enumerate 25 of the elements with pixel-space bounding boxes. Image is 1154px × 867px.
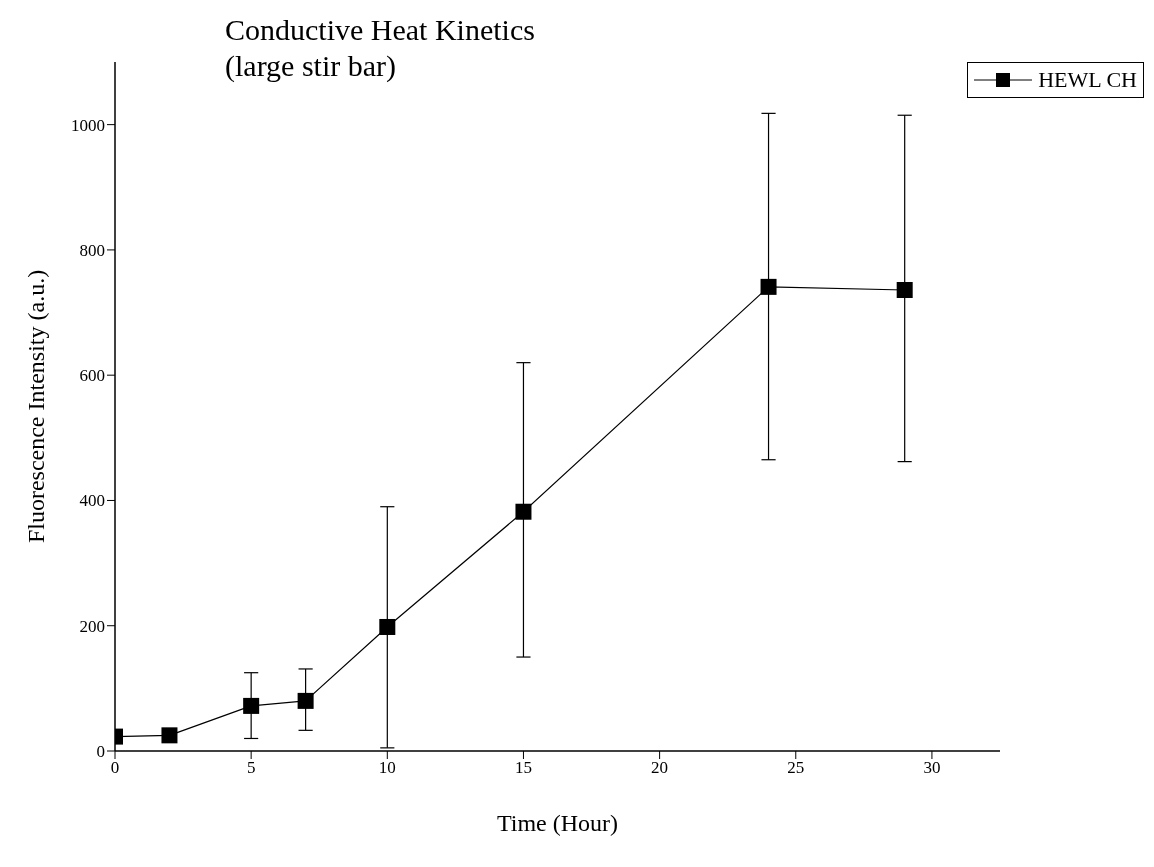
chart-subtitle: (large stir bar) (225, 48, 398, 84)
y-tick-label: 400 (79, 491, 105, 511)
y-axis-title: Fluorescence Intensity (a.u.) (22, 269, 49, 544)
point (760, 278, 777, 295)
chart-title: Conductive Heat Kinetics (225, 12, 535, 48)
point (896, 282, 913, 298)
legend-label: HEWL CH (1038, 67, 1137, 93)
x-tick-label: 20 (651, 758, 669, 778)
y-tick-label: 800 (79, 240, 105, 260)
point (243, 697, 260, 714)
x-tick-label: 10 (378, 758, 396, 778)
x-tick-label: 5 (246, 758, 256, 778)
y-tick-label: 200 (79, 616, 105, 636)
point (161, 727, 178, 744)
x-tick-label: 15 (514, 758, 532, 778)
y-tick-label: 600 (79, 366, 105, 386)
x-tick-label: 30 (923, 758, 941, 778)
y-tick-label: 1000 (71, 115, 105, 135)
point (515, 503, 532, 520)
point (297, 692, 314, 709)
x-tick-label: 0 (110, 758, 120, 778)
y-tick-label: 0 (96, 742, 105, 762)
x-tick-label: 25 (787, 758, 805, 778)
point (379, 618, 396, 635)
x-axis-title: Time (Hour) (496, 810, 619, 836)
